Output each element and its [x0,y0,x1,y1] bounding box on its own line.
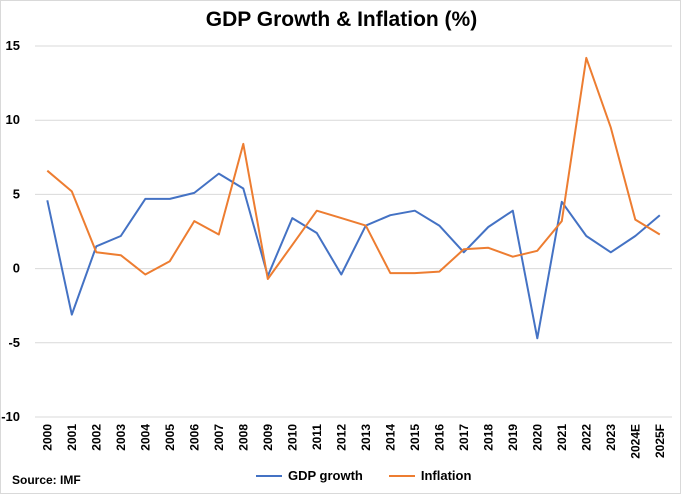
x-tick-label: 2005 [163,424,177,451]
y-tick-label: 10 [6,112,20,127]
y-tick-label: 5 [13,186,20,201]
x-tick-label: 2001 [65,424,79,451]
gridlines [35,45,672,418]
legend-label-inflation: Inflation [420,468,472,483]
x-tick-label: 2012 [334,424,348,451]
x-tick-label: 2004 [138,424,152,451]
source-note: Source: IMF [12,473,81,487]
legend-swatch-gdp-growth [256,474,282,477]
x-tick-label: 2011 [310,424,324,450]
legend: GDP growth Inflation [256,468,497,483]
x-tick-label: 2013 [359,424,373,451]
legend-swatch-inflation [388,474,415,477]
x-tick-label: 2017 [457,424,471,451]
legend-label-gdp-growth: GDP growth [288,468,363,483]
x-tick-label: 2016 [432,424,446,451]
series-line-gdp-growth [46,172,661,340]
x-tick-label: 2019 [506,424,520,451]
x-tick-label: 2008 [236,424,250,451]
x-tick-label: 2010 [285,424,299,451]
x-tick-label: 2018 [481,424,495,451]
x-tick-label: 2003 [114,424,128,451]
legend-item-gdp-growth: GDP growth [256,468,363,483]
x-tick-label: 2024E [628,424,642,459]
x-tick-label: 2022 [579,424,593,451]
y-axis-tick-labels: -10 -5 0 5 10 15 [1,38,20,424]
chart-title: GDP Growth & Inflation (%) [205,8,478,31]
x-axis-tick-labels: 2000 2001 2002 2003 2004 2005 2006 2007 2008 2009… [40,424,667,459]
x-tick-label: 2023 [604,424,618,451]
x-tick-label: 2025F [653,424,667,458]
x-tick-label: 2006 [187,424,201,451]
x-tick-label: 2000 [40,424,54,451]
x-tick-label: 2020 [530,424,544,451]
y-tick-label: 15 [6,38,20,53]
series-lines [46,56,661,340]
x-tick-label: 2021 [555,424,569,451]
x-tick-label: 2009 [261,424,275,451]
x-tick-label: 2007 [212,424,226,451]
y-tick-label: -5 [8,335,20,350]
y-tick-label: -10 [1,409,20,424]
legend-item-inflation: Inflation [388,468,472,483]
x-tick-label: 2015 [408,424,422,451]
series-line-inflation [46,56,661,280]
x-tick-label: 2014 [383,424,397,451]
x-tick-label: 2002 [89,424,103,451]
y-tick-label: 0 [13,261,20,276]
